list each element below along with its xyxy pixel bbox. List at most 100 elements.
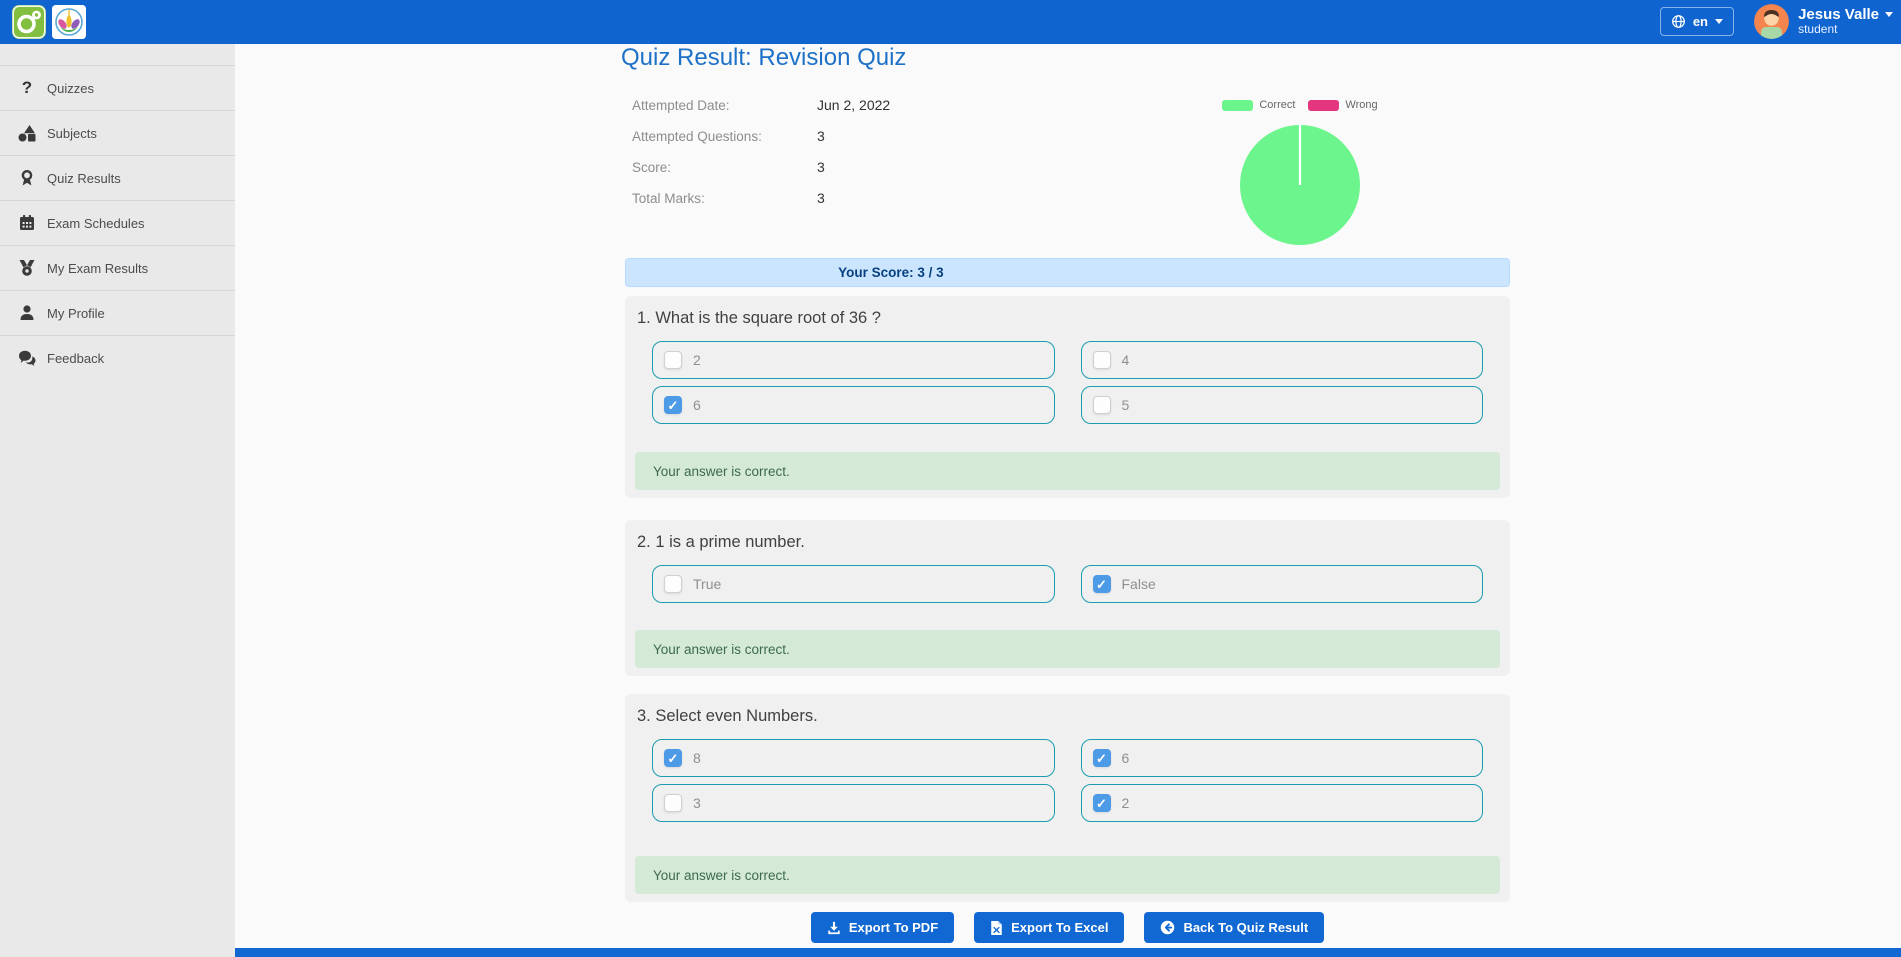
score-banner: Your Score: 3 / 3 (625, 258, 1510, 287)
sidebar-item-subjects[interactable]: Subjects (0, 110, 235, 155)
summary-row: Score: 3 (632, 158, 1052, 178)
option-label: 6 (1121, 750, 1130, 766)
question-title: 2. 1 is a prime number. (637, 533, 805, 551)
user-role: student (1798, 22, 1838, 37)
sidebar-item-label: Quiz Results (47, 170, 121, 186)
score-text: Your Score: 3 / 3 (838, 265, 944, 280)
checkbox[interactable] (1092, 351, 1111, 369)
sidebar-item-label: Exam Schedules (47, 215, 145, 231)
sidebar-item-quiz-results[interactable]: Quiz Results (0, 155, 235, 200)
sidebar: ? Quizzes Subjects Quiz Results Exam Sch… (0, 44, 235, 957)
answer-option[interactable]: 6 (652, 386, 1055, 424)
sidebar-item-label: Feedback (47, 350, 105, 366)
answer-option[interactable]: False (1080, 565, 1483, 603)
options-grid: 2 4 6 5 (652, 341, 1483, 424)
legend-swatch-correct (1222, 99, 1254, 111)
sidebar-item-label: Quizzes (47, 80, 94, 96)
button-label: Export To Excel (1011, 920, 1109, 935)
quiz-app-logo-icon (12, 5, 46, 39)
checkbox[interactable] (1092, 396, 1111, 414)
option-label: 5 (1121, 397, 1130, 413)
back-arrow-circle-icon (1161, 920, 1175, 935)
sidebar-item-exam-schedules[interactable]: Exam Schedules (0, 200, 235, 245)
page-title: Quiz Result: Revision Quiz (621, 44, 907, 71)
medal-icon (17, 259, 37, 277)
option-label: 4 (1121, 352, 1130, 368)
checkbox[interactable] (664, 794, 682, 812)
summary-row: Attempted Questions: 3 (632, 127, 1052, 147)
quiz-app-logo[interactable] (12, 5, 46, 39)
school-lotus-logo[interactable] (52, 5, 86, 39)
summary-label: Attempted Date: (632, 98, 730, 113)
checkbox[interactable] (664, 351, 682, 369)
legend-swatch-wrong (1308, 99, 1340, 111)
excel-file-icon (991, 920, 1002, 935)
question-icon: ? (21, 78, 33, 97)
question-card-2: 2. 1 is a prime number. True False Your … (625, 520, 1510, 676)
checkbox[interactable] (664, 396, 682, 414)
checkbox[interactable] (1092, 794, 1111, 812)
checkbox[interactable] (664, 575, 682, 593)
option-label: True (693, 576, 722, 592)
summary-label: Score: (632, 160, 672, 175)
export-excel-button[interactable]: Export To Excel (974, 912, 1125, 943)
language-code: en (1692, 14, 1708, 29)
user-name: Jesus Valle (1798, 5, 1879, 23)
answer-option[interactable]: 6 (1080, 739, 1483, 777)
result-pie-chart (1238, 123, 1362, 247)
sidebar-item-my-exam-results[interactable]: My Exam Results (0, 245, 235, 290)
checkbox[interactable] (664, 749, 682, 767)
action-buttons: Export To PDF Export To Excel Back To Qu… (625, 912, 1510, 943)
button-label: Back To Quiz Result (1183, 920, 1309, 935)
quiz-summary: Attempted Date: Jun 2, 2022 Attempted Qu… (632, 96, 1052, 220)
answer-feedback: Your answer is correct. (635, 452, 1500, 490)
answer-option[interactable]: 5 (1080, 386, 1483, 424)
sidebar-item-feedback[interactable]: Feedback (0, 335, 235, 380)
button-label: Export To PDF (848, 920, 939, 935)
option-label: 6 (693, 397, 701, 413)
option-label: 2 (693, 352, 701, 368)
comments-icon (17, 349, 37, 367)
user-menu[interactable]: Jesus Valle student (1754, 4, 1893, 39)
option-label: 3 (693, 795, 701, 811)
footer-bar (235, 948, 1901, 957)
options-grid: True False (652, 565, 1483, 603)
answer-option[interactable]: 2 (1080, 784, 1483, 822)
answer-feedback: Your answer is correct. (635, 630, 1500, 668)
options-grid: 8 6 3 2 (652, 739, 1483, 822)
pie-legend: Correct Wrong (1205, 99, 1395, 111)
answer-option[interactable]: 3 (652, 784, 1055, 822)
sidebar-item-quizzes[interactable]: ? Quizzes (0, 65, 235, 110)
legend-label: Correct (1259, 99, 1296, 111)
answer-option[interactable]: 4 (1080, 341, 1483, 379)
option-label: 2 (1121, 795, 1130, 811)
question-title: 3. Select even Numbers. (637, 707, 818, 725)
legend-item-wrong: Wrong (1308, 99, 1378, 111)
language-selector[interactable]: en (1659, 7, 1734, 36)
answer-option[interactable]: 2 (652, 341, 1055, 379)
export-pdf-button[interactable]: Export To PDF (810, 912, 955, 943)
question-title: 1. What is the square root of 36 ? (637, 309, 881, 327)
chevron-down-icon (1715, 19, 1723, 24)
school-lotus-logo-icon (52, 5, 86, 39)
top-navbar: en Jesus Valle (0, 0, 1901, 44)
legend-label: Wrong (1345, 99, 1378, 111)
summary-value: 3 (817, 190, 825, 206)
back-to-quiz-result-button[interactable]: Back To Quiz Result (1144, 912, 1325, 943)
checkbox[interactable] (1092, 749, 1111, 767)
shapes-icon (17, 124, 37, 142)
answer-option[interactable]: 8 (652, 739, 1055, 777)
answer-option[interactable]: True (652, 565, 1055, 603)
download-icon (828, 921, 840, 934)
summary-row: Attempted Date: Jun 2, 2022 (632, 96, 1052, 116)
chevron-down-icon (1885, 12, 1893, 18)
option-label: 8 (693, 750, 701, 766)
summary-value: 3 (817, 159, 825, 175)
checkbox[interactable] (1092, 575, 1111, 593)
sidebar-item-my-profile[interactable]: My Profile (0, 290, 235, 335)
award-icon (17, 169, 37, 187)
summary-label: Attempted Questions: (632, 129, 762, 144)
summary-row: Total Marks: 3 (632, 189, 1052, 209)
option-label: False (1121, 576, 1156, 592)
